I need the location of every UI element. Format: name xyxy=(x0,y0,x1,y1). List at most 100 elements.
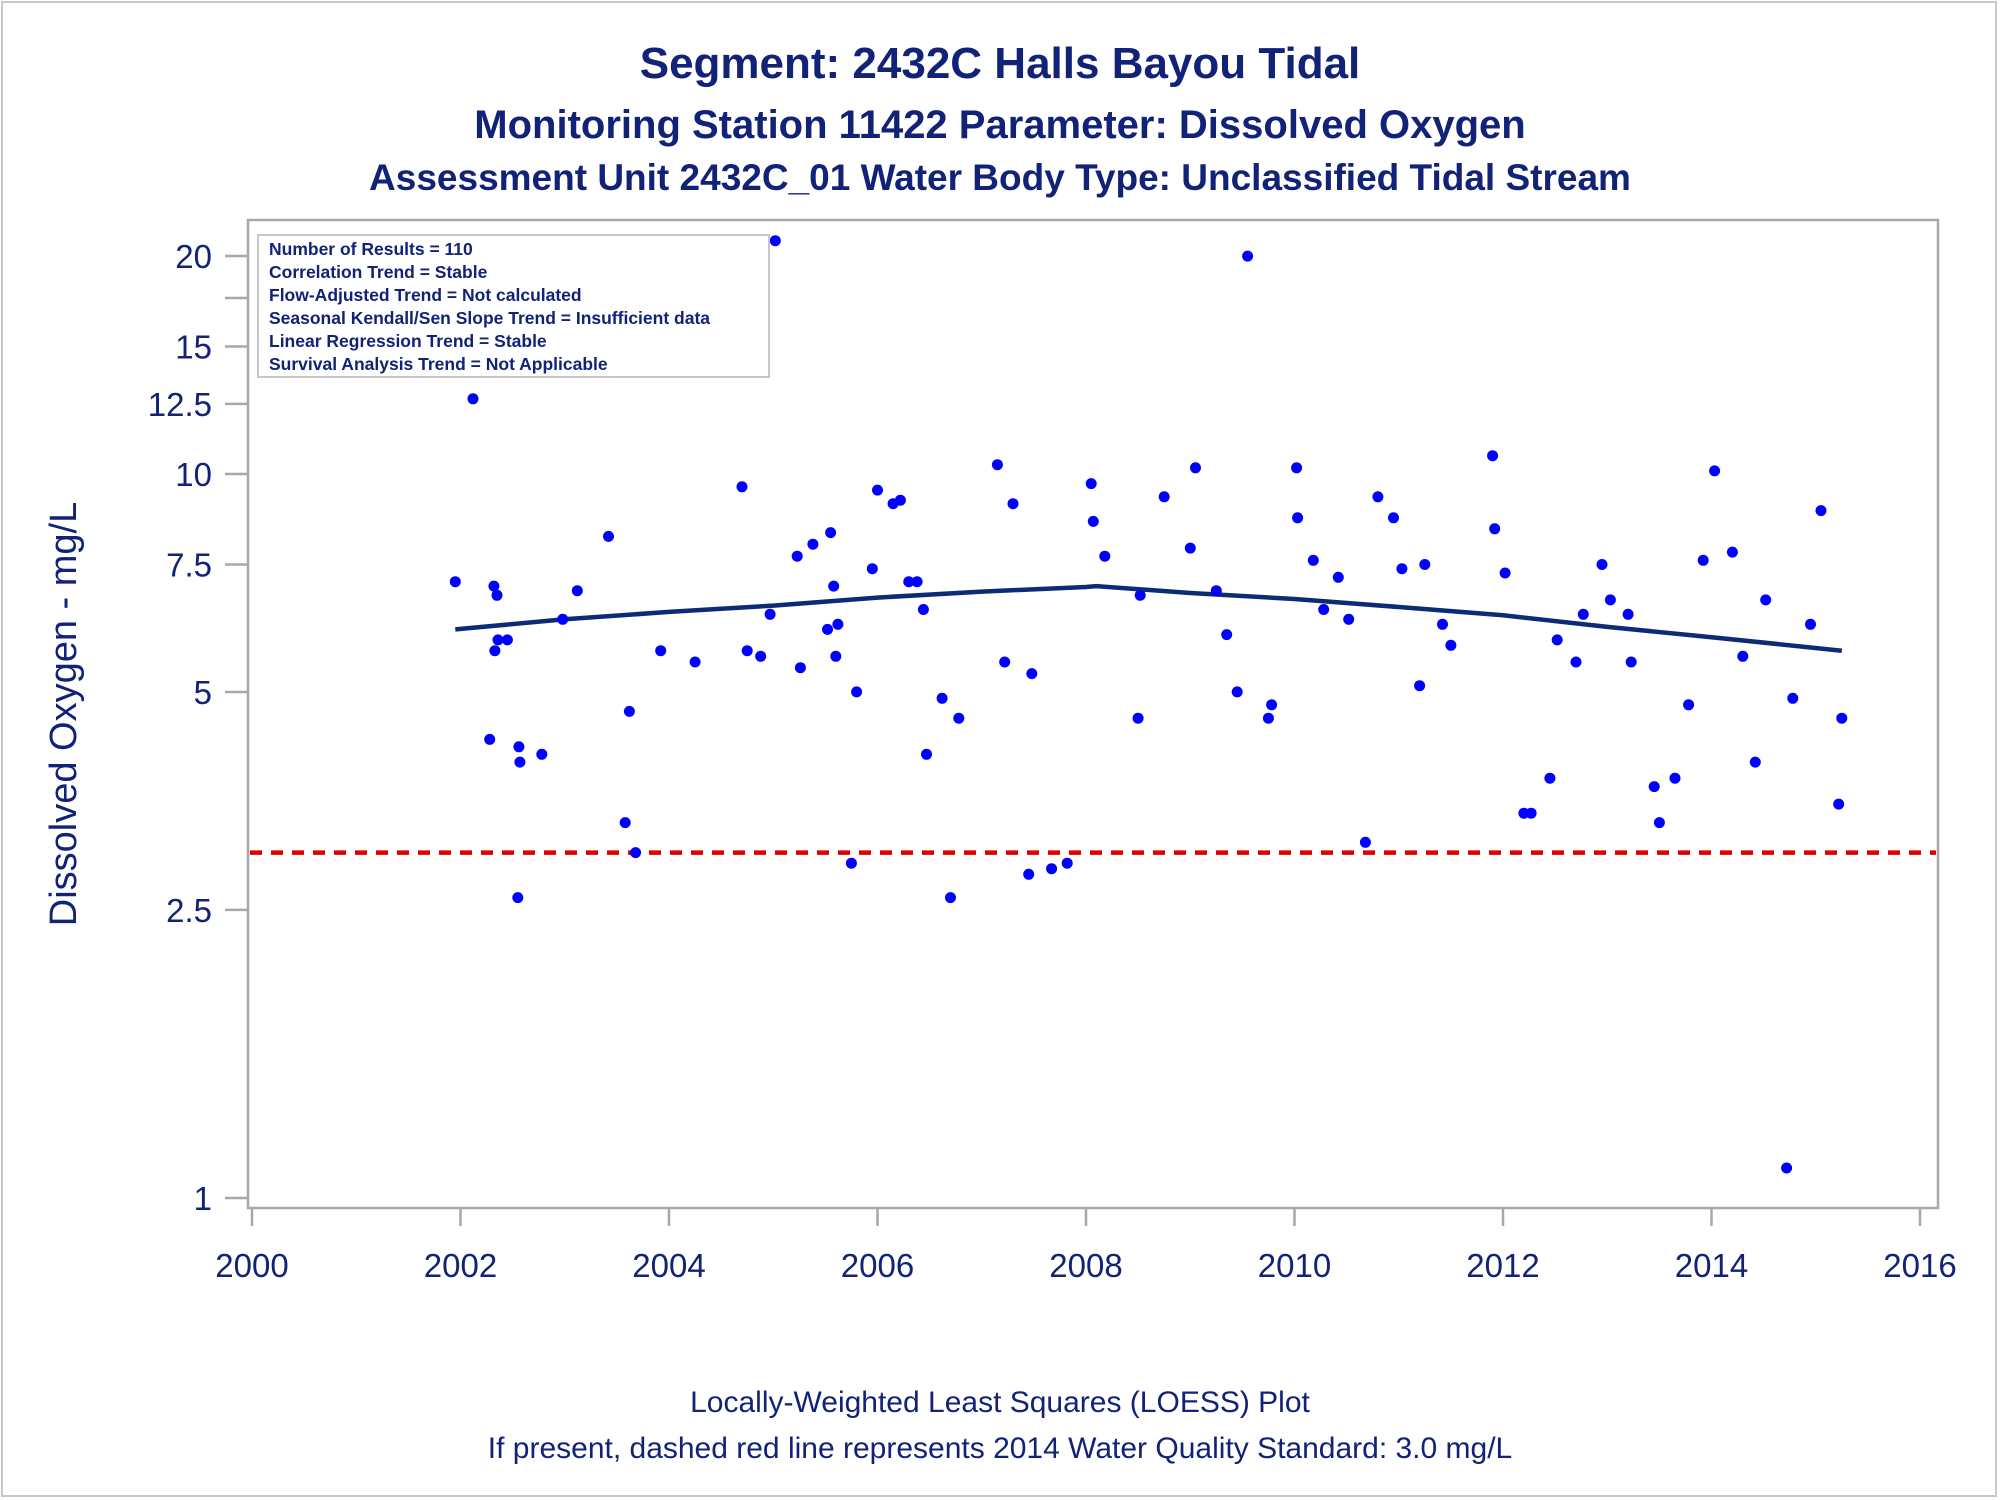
data-point xyxy=(1026,668,1038,680)
data-point xyxy=(1343,613,1355,625)
data-point xyxy=(512,892,524,904)
data-point xyxy=(1669,772,1681,784)
data-point xyxy=(1184,542,1196,554)
data-point xyxy=(619,817,631,829)
data-point xyxy=(1653,817,1665,829)
data-point xyxy=(1231,686,1243,698)
data-point xyxy=(921,748,932,760)
data-point xyxy=(917,604,929,615)
data-point xyxy=(1648,781,1660,793)
data-point xyxy=(903,576,915,588)
data-point xyxy=(945,892,956,904)
data-point xyxy=(1544,772,1556,784)
data-point xyxy=(1625,656,1637,668)
data-point xyxy=(513,741,525,753)
inset-line: Seasonal Kendall/Sen Slope Trend = Insuf… xyxy=(269,308,710,328)
data-point xyxy=(1266,699,1278,711)
data-point xyxy=(1046,863,1058,875)
x-tick-label: 2014 xyxy=(1675,1247,1748,1284)
data-point xyxy=(467,393,479,405)
y-tick-label: 10 xyxy=(175,456,212,493)
data-point xyxy=(832,618,844,630)
data-point xyxy=(1210,585,1222,597)
data-point xyxy=(1291,462,1303,474)
data-point xyxy=(491,589,503,601)
x-tick-label: 2008 xyxy=(1049,1247,1122,1284)
data-point xyxy=(1787,692,1799,704)
data-point xyxy=(953,712,965,724)
data-point xyxy=(630,847,642,859)
chart-subtitle-2: Assessment Unit 2432C_01 Water Body Type… xyxy=(369,157,1631,198)
data-point xyxy=(1570,656,1582,668)
data-point xyxy=(1419,559,1431,570)
data-point xyxy=(655,645,667,657)
data-point xyxy=(1332,571,1344,583)
data-point xyxy=(894,494,906,506)
data-point xyxy=(1836,712,1848,724)
data-point xyxy=(492,634,504,646)
x-tick-label: 2000 xyxy=(215,1247,288,1284)
data-point xyxy=(1760,594,1772,606)
data-point xyxy=(1359,836,1371,848)
data-point xyxy=(1709,465,1721,477)
footnote-plot-type: Locally-Weighted Least Squares (LOESS) P… xyxy=(690,1386,1310,1419)
data-point xyxy=(1749,756,1761,768)
data-point xyxy=(866,563,878,575)
data-point xyxy=(1388,512,1399,524)
data-point xyxy=(1815,505,1827,517)
data-point xyxy=(791,550,803,562)
data-point xyxy=(1292,512,1304,524)
x-tick-label: 2016 xyxy=(1883,1247,1956,1284)
data-point xyxy=(557,613,569,625)
data-point xyxy=(1396,563,1408,575)
data-point xyxy=(514,756,526,768)
data-point xyxy=(1134,589,1146,601)
data-point xyxy=(1487,450,1499,462)
data-point xyxy=(1697,554,1709,566)
x-tick-label: 2010 xyxy=(1258,1247,1331,1284)
stats-inset: Number of Results = 110 Correlation Tren… xyxy=(269,239,710,374)
data-point xyxy=(736,481,748,493)
inset-line: Survival Analysis Trend = Not Applicable xyxy=(269,354,608,374)
x-tick-label: 2012 xyxy=(1466,1247,1539,1284)
data-point xyxy=(1087,515,1099,527)
data-point xyxy=(1007,498,1019,510)
data-point xyxy=(1221,629,1233,641)
y-tick-label: 20 xyxy=(175,238,212,275)
x-tick-label: 2002 xyxy=(424,1247,497,1284)
footnote-standard: If present, dashed red line represents 2… xyxy=(488,1432,1512,1465)
data-point xyxy=(830,650,842,662)
x-axis: 2000 2002 2004 2006 2008 2010 2012 2014 2016 xyxy=(215,1208,1957,1284)
data-point xyxy=(1099,550,1111,562)
data-point xyxy=(1683,699,1695,711)
plot-area xyxy=(246,218,1940,1210)
data-point xyxy=(1604,594,1616,606)
data-point xyxy=(911,576,923,588)
data-point xyxy=(1023,868,1035,880)
y-axis-label: Dissolved Oxygen - mg/L xyxy=(43,502,85,927)
data-point xyxy=(764,608,776,620)
data-point xyxy=(825,527,837,539)
y-tick-label: 1 xyxy=(194,1180,212,1217)
data-point xyxy=(1085,478,1097,490)
data-point xyxy=(484,733,496,745)
data-point xyxy=(1158,491,1170,503)
data-point xyxy=(741,645,753,657)
data-point xyxy=(501,634,513,646)
data-point xyxy=(1318,604,1330,615)
inset-line: Number of Results = 110 xyxy=(269,239,473,259)
data-point xyxy=(1489,523,1501,535)
x-tick-label: 2006 xyxy=(841,1247,914,1284)
data-point xyxy=(536,748,548,760)
data-point xyxy=(1190,462,1201,474)
y-tick-label: 5 xyxy=(194,674,212,711)
data-point xyxy=(1551,634,1563,646)
data-point xyxy=(1833,798,1845,810)
inset-line: Flow-Adjusted Trend = Not calculated xyxy=(269,285,582,305)
data-point xyxy=(755,650,767,662)
data-point xyxy=(689,656,701,668)
data-point xyxy=(851,686,863,698)
data-point xyxy=(603,530,614,542)
